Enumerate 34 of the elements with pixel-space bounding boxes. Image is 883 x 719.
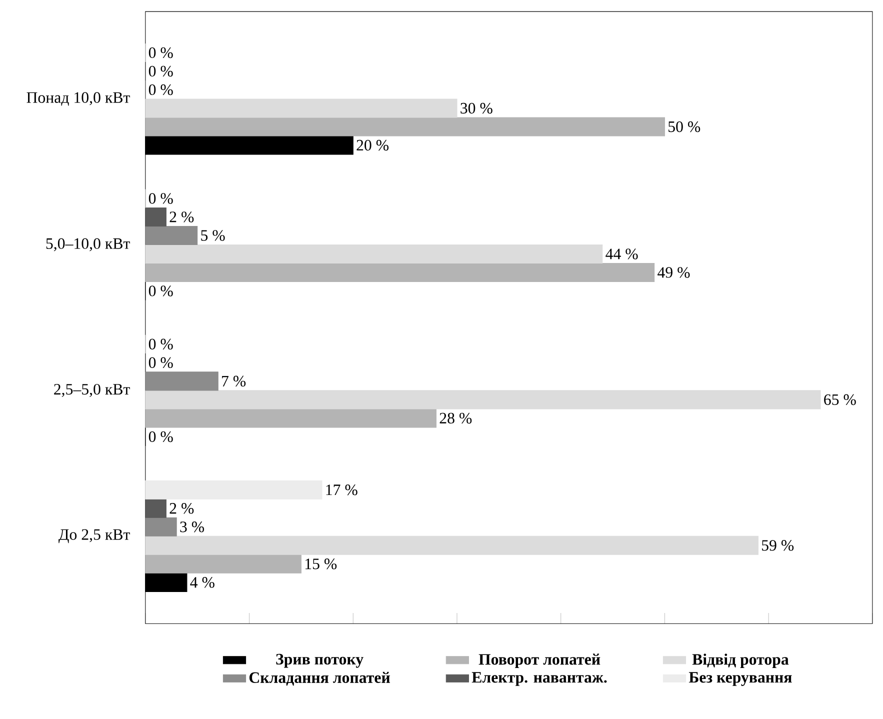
data-label: 3 %	[180, 522, 204, 532]
data-label: 20 %	[356, 140, 389, 151]
data-label: 0 %	[148, 193, 173, 204]
legend-label: Електр. навантаж.	[472, 672, 607, 686]
legend-label: Поворот лопатей	[478, 654, 600, 668]
data-label: 0 %	[148, 357, 173, 368]
legend-label: Без керування	[688, 672, 792, 686]
data-label: 5 %	[201, 230, 225, 241]
y-tick-label: 2,5–5,0 кВт	[54, 384, 130, 398]
legend-label: Відвід ротора	[692, 654, 789, 668]
data-label: 0 %	[148, 286, 173, 296]
data-label: 65 %	[824, 394, 856, 406]
data-label: 28 %	[440, 412, 472, 424]
y-tick-label: До 2,5 кВт	[58, 529, 130, 544]
data-label: 30 %	[460, 102, 492, 114]
data-label: 44 %	[606, 248, 638, 260]
data-label: 50 %	[668, 121, 700, 132]
data-label: 59 %	[762, 540, 794, 551]
data-label: 49 %	[658, 267, 690, 278]
data-label: 0 %	[148, 84, 173, 96]
data-label: 15 %	[305, 558, 337, 570]
data-label: 7 %	[222, 376, 246, 387]
legend-label: Зрив потоку	[276, 654, 364, 668]
y-tick-label: 5,0–10,0 кВт	[46, 238, 130, 252]
data-label: 0 %	[148, 66, 173, 77]
data-label: 0 %	[148, 47, 173, 58]
legend-label: Складання лопатей	[249, 672, 390, 686]
data-label: 0 %	[148, 431, 173, 442]
data-label: 0 %	[148, 338, 173, 350]
y-tick-label: Понад 10,0 кВт	[26, 92, 130, 106]
data-label: 17 %	[326, 484, 358, 496]
data-label: 2 %	[170, 503, 194, 514]
data-label: 4 %	[190, 577, 214, 588]
data-label: 2 %	[170, 212, 194, 222]
